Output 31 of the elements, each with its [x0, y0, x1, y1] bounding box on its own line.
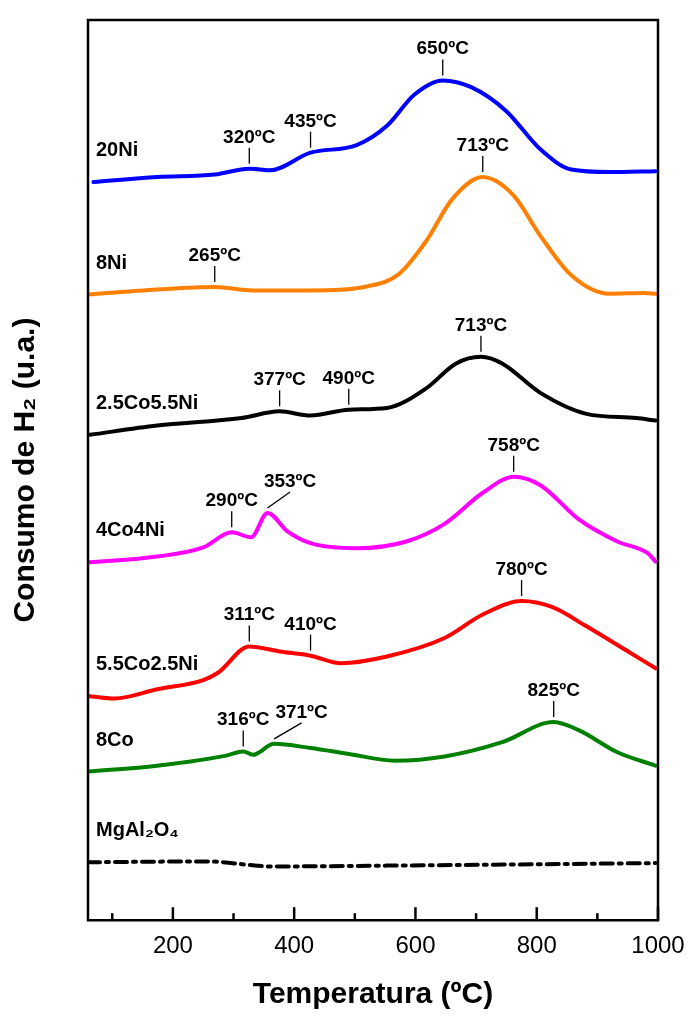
y-axis-title: Consumo de H₂ (u.a.) [7, 317, 41, 623]
series-label: 20Ni [96, 138, 139, 161]
annotation: 377ºC [253, 368, 307, 390]
annotation: 316ºC [217, 708, 270, 730]
annotation: 713ºC [454, 313, 508, 335]
series-label: 8Co [96, 727, 134, 750]
series-label: 8Ni [96, 250, 128, 273]
annotation: 713ºC [456, 134, 510, 156]
annotation: 435ºC [284, 109, 337, 131]
annotation: 265ºC [188, 244, 242, 266]
annotation: 410ºC [284, 612, 337, 634]
annotation: 353ºC [263, 469, 317, 491]
series-label: 5.5Co2.5Ni [96, 651, 199, 674]
x-tick-label: 200 [152, 931, 193, 959]
annotation: 780ºC [495, 558, 549, 580]
annotation: 290ºC [205, 489, 259, 511]
annotation: 371ºC [275, 700, 329, 722]
annotation: 650ºC [416, 37, 470, 59]
annotation: 311ºC [223, 603, 276, 625]
x-axis-title: Temperatura (ºC) [252, 976, 494, 1010]
series-label: 2.5Co5.5Ni [96, 390, 199, 413]
annotation: 490ºC [322, 366, 376, 388]
x-tick-label: 800 [516, 931, 557, 959]
x-tick-label: 400 [274, 931, 315, 959]
series-label: 4Co4Ni [96, 518, 165, 541]
x-tick-label: 1000 [631, 931, 685, 959]
series-label: MgAl₂O₄ [96, 818, 179, 841]
annotation: 320ºC [223, 125, 276, 147]
annotation: 758ºC [487, 433, 541, 455]
annotation: 825ºC [527, 679, 581, 701]
x-tick-label: 600 [395, 931, 436, 959]
